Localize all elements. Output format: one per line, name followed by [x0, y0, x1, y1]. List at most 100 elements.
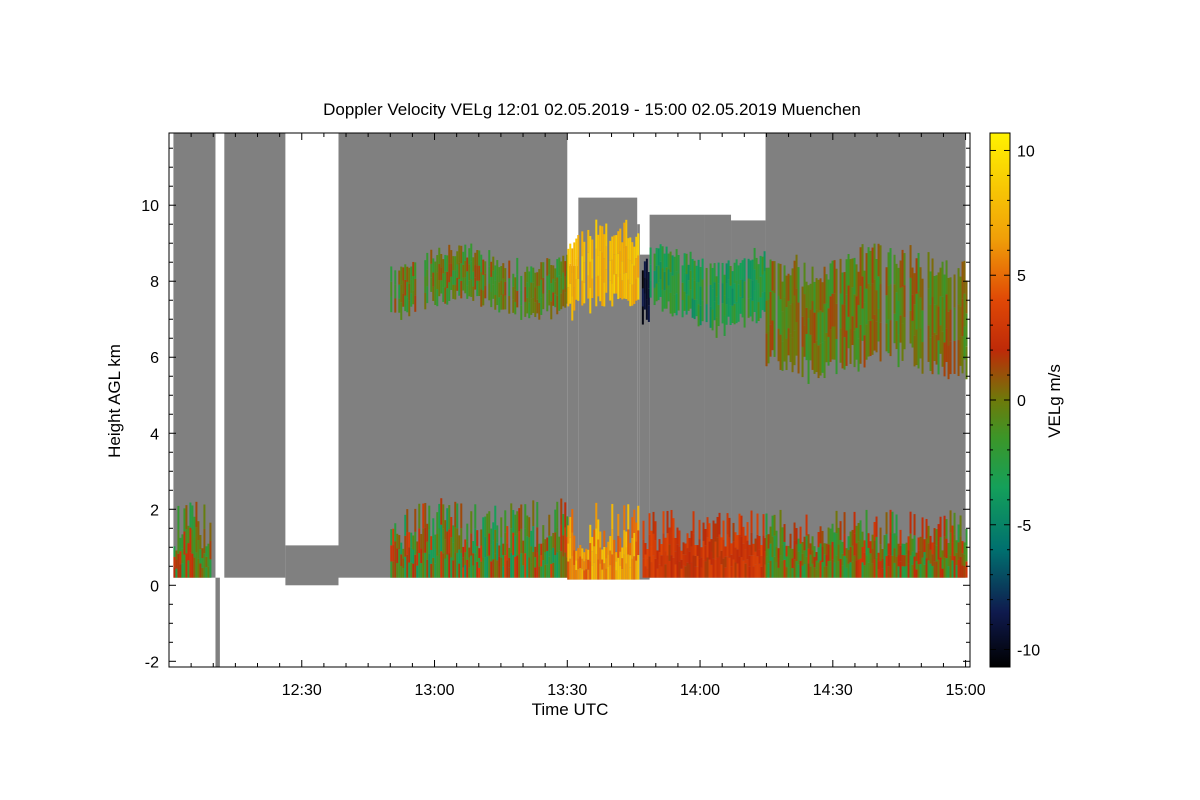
echo-streak [705, 304, 708, 323]
echo-streak [755, 279, 758, 302]
echo-streak [769, 560, 772, 578]
x-tick-label: 14:30 [813, 682, 853, 699]
echo-streak [657, 265, 660, 283]
echo-streak [748, 544, 751, 556]
echo-streak [534, 302, 537, 318]
echo-streak [705, 286, 708, 305]
echo-streak [486, 513, 489, 536]
echo-streak [514, 514, 517, 536]
echo-streak [637, 554, 640, 580]
echo-streak [803, 294, 806, 326]
echo-streak [739, 296, 742, 314]
echo-streak [831, 541, 834, 560]
echo-streak [510, 552, 513, 578]
echo-streak [702, 522, 705, 541]
echo-streak [641, 288, 644, 307]
echo-streak [883, 563, 886, 578]
echo-streak [472, 286, 475, 301]
echo-streak [889, 320, 892, 357]
echo-streak [694, 555, 697, 567]
echo-streak [629, 283, 632, 307]
echo-streak [175, 568, 178, 578]
echo-streak [899, 545, 902, 562]
echo-streak [837, 527, 840, 545]
echo-streak [783, 297, 786, 330]
echo-streak [450, 517, 453, 538]
echo-streak [560, 293, 563, 310]
echo-streak [943, 342, 946, 377]
echo-streak [855, 543, 858, 561]
echo-streak [621, 547, 624, 559]
colorbar-tick-label: 10 [1017, 143, 1035, 160]
echo-streak [957, 559, 960, 578]
echo-streak [444, 254, 447, 272]
echo-streak [406, 266, 409, 282]
echo-streak [621, 242, 624, 262]
echo-streak [550, 563, 553, 578]
echo-streak [761, 292, 764, 311]
echo-streak [390, 296, 393, 313]
echo-streak [510, 528, 513, 553]
echo-streak [452, 542, 455, 561]
echo-streak [680, 568, 683, 578]
echo-streak [831, 260, 834, 294]
echo-streak [867, 283, 870, 321]
echo-streak [524, 301, 527, 317]
echo-streak [875, 516, 878, 537]
echo-streak [462, 264, 465, 278]
echo-streak [674, 551, 677, 565]
echo-streak [621, 280, 624, 300]
echo-streak [742, 543, 745, 561]
echo-streak [945, 558, 948, 578]
echo-streak [466, 257, 469, 272]
echo-streak [755, 257, 758, 280]
echo-streak [695, 265, 698, 283]
echo-streak [941, 550, 944, 560]
echo-streak [649, 247, 652, 265]
echo-streak [456, 552, 459, 578]
echo-streak [655, 265, 658, 284]
echo-streak [530, 546, 533, 563]
echo-streak [760, 545, 763, 556]
echo-streak [201, 567, 204, 578]
echo-streak [516, 533, 519, 556]
echo-streak [903, 253, 906, 286]
echo-streak [627, 238, 630, 260]
echo-streak [470, 261, 473, 280]
echo-streak [490, 528, 493, 545]
echo-streak [955, 552, 958, 566]
echo-streak [575, 550, 578, 561]
echo-streak [807, 548, 810, 564]
echo-streak [713, 282, 716, 302]
echo-streak [827, 336, 830, 366]
echo-streak [518, 554, 521, 578]
y-tick-label: 6 [150, 350, 159, 367]
echo-streak [526, 297, 529, 314]
echo-streak [506, 560, 509, 578]
echo-streak [821, 562, 824, 578]
echo-streak [181, 563, 184, 578]
echo-streak [807, 285, 810, 319]
echo-streak [694, 545, 697, 556]
echo-streak [542, 277, 545, 294]
echo-streak [756, 556, 759, 578]
echo-streak [709, 306, 712, 328]
echo-streak [961, 541, 964, 554]
echo-streak [486, 535, 489, 557]
echo-streak [710, 539, 713, 552]
echo-streak [678, 561, 681, 578]
echo-streak [951, 560, 954, 578]
echo-streak [687, 280, 690, 296]
echo-streak [843, 304, 846, 338]
echo-streak [669, 251, 672, 273]
echo-streak [803, 325, 806, 357]
echo-streak [683, 291, 686, 311]
echo-streak [416, 565, 419, 578]
echo-streak [478, 558, 481, 568]
echo-streak [897, 267, 900, 301]
echo-streak [732, 559, 735, 578]
echo-streak [688, 538, 691, 552]
echo-streak [448, 263, 451, 283]
echo-streak [803, 262, 806, 295]
echo-streak [482, 517, 485, 538]
